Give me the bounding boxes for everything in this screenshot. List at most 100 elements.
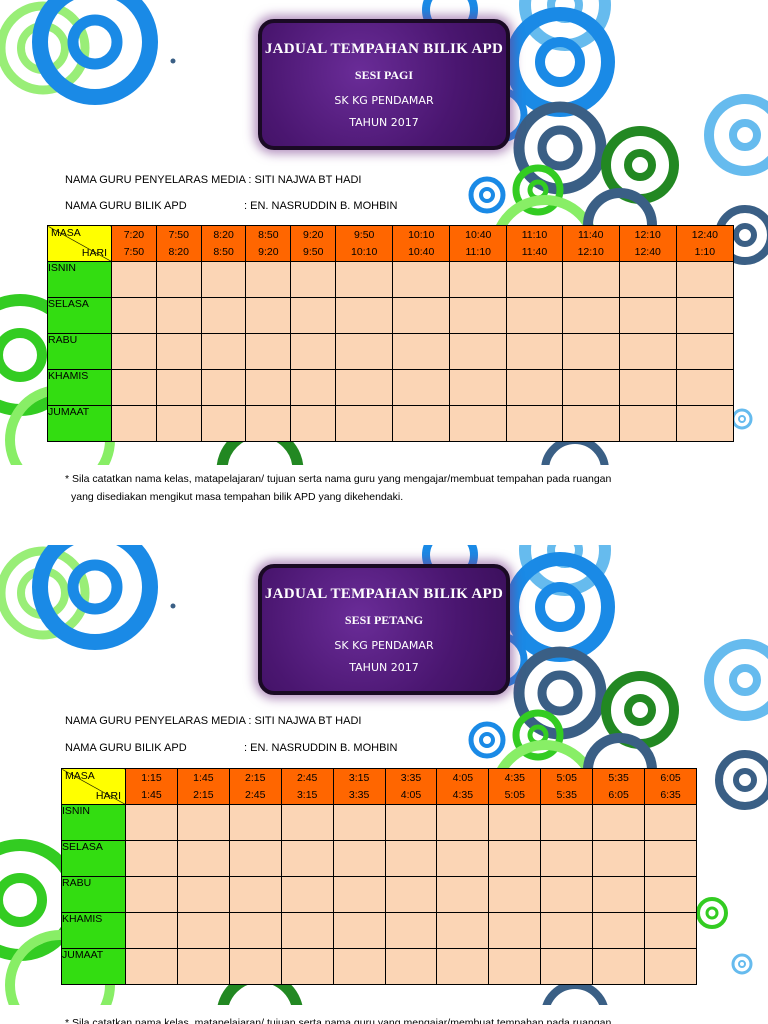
- booking-cell[interactable]: [540, 840, 594, 877]
- booking-cell[interactable]: [436, 948, 490, 985]
- booking-cell[interactable]: [155, 405, 202, 442]
- booking-cell[interactable]: [675, 297, 735, 334]
- booking-cell[interactable]: [644, 876, 697, 913]
- booking-cell[interactable]: [111, 297, 157, 334]
- booking-cell[interactable]: [155, 333, 202, 370]
- booking-cell[interactable]: [176, 948, 230, 985]
- booking-cell[interactable]: [111, 369, 157, 406]
- booking-cell[interactable]: [228, 804, 282, 841]
- booking-cell[interactable]: [335, 261, 394, 298]
- booking-cell[interactable]: [111, 405, 157, 442]
- booking-cell[interactable]: [644, 840, 697, 877]
- booking-cell[interactable]: [592, 876, 646, 913]
- booking-cell[interactable]: [436, 804, 490, 841]
- booking-cell[interactable]: [449, 333, 508, 370]
- booking-cell[interactable]: [449, 405, 508, 442]
- booking-cell[interactable]: [540, 876, 594, 913]
- booking-cell[interactable]: [392, 369, 451, 406]
- booking-cell[interactable]: [561, 369, 620, 406]
- booking-cell[interactable]: [200, 333, 247, 370]
- booking-cell[interactable]: [280, 912, 334, 949]
- booking-cell[interactable]: [228, 840, 282, 877]
- booking-cell[interactable]: [644, 804, 697, 841]
- booking-cell[interactable]: [290, 333, 337, 370]
- booking-cell[interactable]: [592, 840, 646, 877]
- booking-cell[interactable]: [228, 912, 282, 949]
- booking-cell[interactable]: [125, 840, 178, 877]
- booking-cell[interactable]: [332, 948, 386, 985]
- booking-cell[interactable]: [200, 261, 247, 298]
- booking-cell[interactable]: [155, 261, 202, 298]
- booking-cell[interactable]: [506, 261, 563, 298]
- booking-cell[interactable]: [644, 912, 697, 949]
- booking-cell[interactable]: [436, 876, 490, 913]
- booking-cell[interactable]: [290, 261, 337, 298]
- booking-cell[interactable]: [228, 948, 282, 985]
- booking-cell[interactable]: [488, 876, 542, 913]
- booking-cell[interactable]: [618, 333, 677, 370]
- booking-cell[interactable]: [332, 876, 386, 913]
- booking-cell[interactable]: [592, 804, 646, 841]
- booking-cell[interactable]: [592, 948, 646, 985]
- booking-cell[interactable]: [618, 369, 677, 406]
- booking-cell[interactable]: [332, 804, 386, 841]
- booking-cell[interactable]: [280, 876, 334, 913]
- booking-cell[interactable]: [280, 804, 334, 841]
- booking-cell[interactable]: [176, 804, 230, 841]
- booking-cell[interactable]: [618, 261, 677, 298]
- booking-cell[interactable]: [155, 297, 202, 334]
- booking-cell[interactable]: [335, 297, 394, 334]
- booking-cell[interactable]: [540, 912, 594, 949]
- booking-cell[interactable]: [392, 405, 451, 442]
- booking-cell[interactable]: [384, 948, 438, 985]
- booking-cell[interactable]: [111, 333, 157, 370]
- booking-cell[interactable]: [561, 333, 620, 370]
- booking-cell[interactable]: [392, 297, 451, 334]
- booking-cell[interactable]: [488, 840, 542, 877]
- booking-cell[interactable]: [335, 333, 394, 370]
- booking-cell[interactable]: [384, 876, 438, 913]
- booking-cell[interactable]: [245, 405, 292, 442]
- booking-cell[interactable]: [335, 405, 394, 442]
- booking-cell[interactable]: [176, 912, 230, 949]
- booking-cell[interactable]: [506, 297, 563, 334]
- booking-cell[interactable]: [176, 840, 230, 877]
- booking-cell[interactable]: [540, 804, 594, 841]
- booking-cell[interactable]: [675, 405, 735, 442]
- booking-cell[interactable]: [280, 948, 334, 985]
- booking-cell[interactable]: [561, 405, 620, 442]
- booking-cell[interactable]: [200, 405, 247, 442]
- booking-cell[interactable]: [200, 297, 247, 334]
- booking-cell[interactable]: [200, 369, 247, 406]
- booking-cell[interactable]: [561, 297, 620, 334]
- booking-cell[interactable]: [392, 333, 451, 370]
- booking-cell[interactable]: [592, 912, 646, 949]
- booking-cell[interactable]: [506, 405, 563, 442]
- booking-cell[interactable]: [675, 333, 735, 370]
- booking-cell[interactable]: [332, 840, 386, 877]
- booking-cell[interactable]: [561, 261, 620, 298]
- booking-cell[interactable]: [111, 261, 157, 298]
- booking-cell[interactable]: [392, 261, 451, 298]
- booking-cell[interactable]: [125, 912, 178, 949]
- booking-cell[interactable]: [675, 261, 735, 298]
- booking-cell[interactable]: [384, 912, 438, 949]
- booking-cell[interactable]: [436, 840, 490, 877]
- booking-cell[interactable]: [176, 876, 230, 913]
- booking-cell[interactable]: [506, 369, 563, 406]
- booking-cell[interactable]: [449, 297, 508, 334]
- booking-cell[interactable]: [436, 912, 490, 949]
- booking-cell[interactable]: [488, 912, 542, 949]
- booking-cell[interactable]: [290, 369, 337, 406]
- booking-cell[interactable]: [675, 369, 735, 406]
- booking-cell[interactable]: [488, 948, 542, 985]
- booking-cell[interactable]: [228, 876, 282, 913]
- booking-cell[interactable]: [125, 876, 178, 913]
- booking-cell[interactable]: [280, 840, 334, 877]
- booking-cell[interactable]: [332, 912, 386, 949]
- booking-cell[interactable]: [125, 804, 178, 841]
- booking-cell[interactable]: [245, 369, 292, 406]
- booking-cell[interactable]: [618, 297, 677, 334]
- booking-cell[interactable]: [245, 297, 292, 334]
- booking-cell[interactable]: [155, 369, 202, 406]
